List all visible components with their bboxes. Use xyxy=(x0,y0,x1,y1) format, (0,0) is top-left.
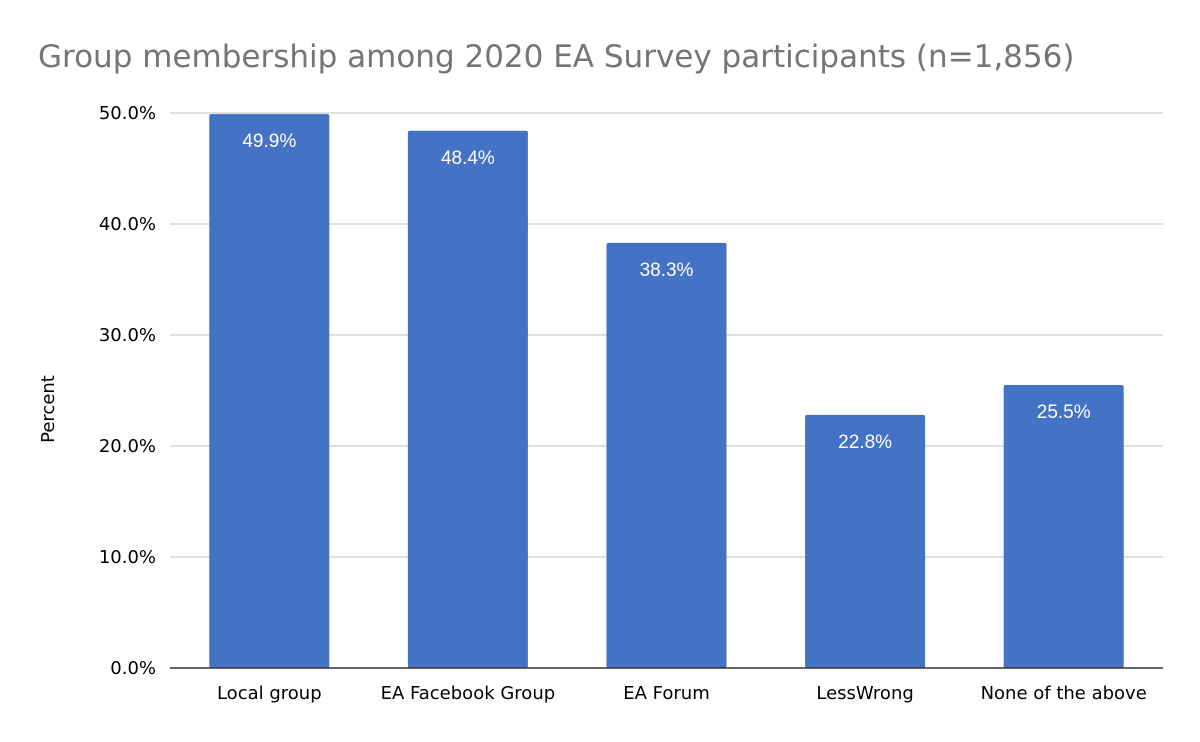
x-tick-label: Local group xyxy=(217,683,322,704)
bars xyxy=(209,114,1124,669)
y-axis-ticks: 0.0% 10.0% 20.0% 30.0% 40.0% 50.0% xyxy=(99,103,156,679)
y-tick-label: 10.0% xyxy=(99,547,156,568)
data-labels: 49.9% 48.4% 38.3% 22.8% 25.5% xyxy=(242,131,1090,453)
x-tick-label: EA Forum xyxy=(623,683,709,704)
bar xyxy=(209,114,330,669)
data-label: 38.3% xyxy=(640,260,694,281)
y-axis-label: Percent xyxy=(38,375,59,443)
data-label: 22.8% xyxy=(838,432,892,453)
x-tick-label: None of the above xyxy=(981,683,1147,704)
y-tick-label: 50.0% xyxy=(99,103,156,124)
data-label: 48.4% xyxy=(441,148,495,169)
y-tick-label: 20.0% xyxy=(99,436,156,457)
data-label: 49.9% xyxy=(242,131,296,152)
data-label: 25.5% xyxy=(1037,402,1091,423)
y-tick-label: 40.0% xyxy=(99,214,156,235)
y-tick-label: 0.0% xyxy=(110,658,156,679)
bar xyxy=(606,242,727,668)
chart-title: Group membership among 2020 EA Survey pa… xyxy=(38,39,1074,75)
bar xyxy=(1003,384,1124,668)
bar xyxy=(407,130,528,668)
x-tick-label: EA Facebook Group xyxy=(381,683,556,704)
x-tick-label: LessWrong xyxy=(816,683,913,704)
y-tick-label: 30.0% xyxy=(99,325,156,346)
x-axis-ticks: Local group EA Facebook Group EA Forum Less… xyxy=(217,683,1147,704)
bar xyxy=(805,414,926,668)
